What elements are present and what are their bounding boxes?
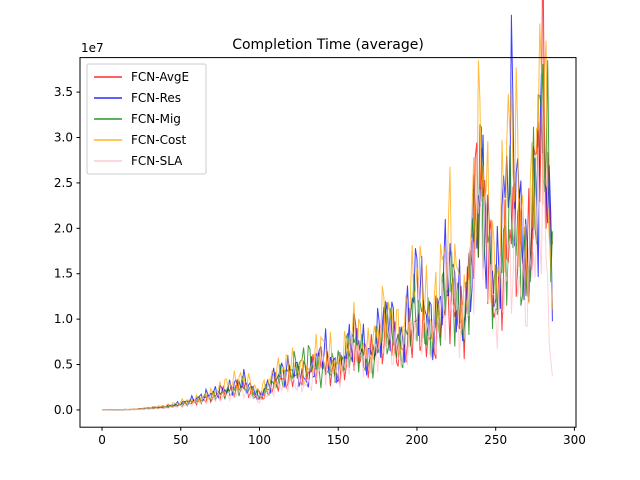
y-tick-label: 3.0 xyxy=(54,131,73,145)
x-axis: 0 50 100 150 200 250 300 xyxy=(98,427,586,447)
x-tick-label: 100 xyxy=(248,433,271,447)
y-axis: 0.0 0.5 1.0 1.5 2.0 2.5 3.0 3.5 xyxy=(54,85,80,417)
x-tick-label: 0 xyxy=(98,433,106,447)
x-tick-label: 250 xyxy=(484,433,507,447)
x-tick-label: 150 xyxy=(327,433,350,447)
y-tick-label: 2.5 xyxy=(54,176,73,190)
y-tick-label: 0.5 xyxy=(54,358,73,372)
y-tick-label: 2.0 xyxy=(54,221,73,235)
legend-label: FCN-Cost xyxy=(131,133,187,147)
x-tick-label: 300 xyxy=(563,433,586,447)
series-line-fcn-sla xyxy=(102,147,553,411)
legend-box xyxy=(86,63,207,175)
legend-label: FCN-AvgE xyxy=(131,70,189,84)
legend-label: FCN-SLA xyxy=(131,154,183,168)
x-tick-label: 200 xyxy=(406,433,429,447)
y-tick-label: 1.5 xyxy=(54,267,73,281)
legend-label: FCN-Res xyxy=(131,91,181,105)
y-tick-label: 1.0 xyxy=(54,312,73,326)
x-tick-label: 50 xyxy=(173,433,188,447)
plot-area xyxy=(102,0,553,411)
legend: FCN-AvgE FCN-Res FCN-Mig FCN-Cost FCN-SLA xyxy=(86,63,207,175)
legend-label: FCN-Mig xyxy=(131,112,181,126)
y-tick-label: 3.5 xyxy=(54,85,73,99)
chart-title: Completion Time (average) xyxy=(232,37,424,53)
y-offset-label: 1e7 xyxy=(81,41,104,55)
y-tick-label: 0.0 xyxy=(54,403,73,417)
axes-frame xyxy=(79,57,577,428)
